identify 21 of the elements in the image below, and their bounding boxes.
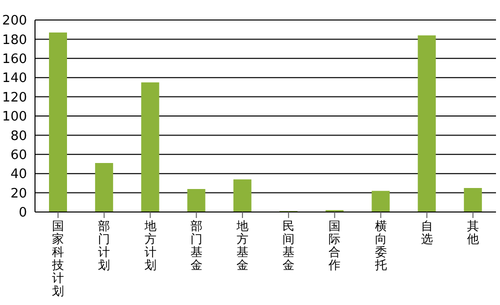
x-tick-label: 民间基金 (282, 219, 295, 272)
x-tick-label: 国际合作 (328, 219, 341, 272)
y-tick-label: 20 (10, 186, 27, 202)
y-tick-label: 100 (2, 110, 27, 125)
x-tick-label: 自选 (420, 219, 433, 246)
x-tick-label: 部门基金 (190, 219, 202, 272)
y-tick-label: 160 (2, 52, 27, 68)
x-tick-label: 地方基金 (235, 219, 248, 272)
x-tick-label: 部门计划 (98, 219, 110, 272)
y-tick-label: 120 (2, 90, 27, 106)
y-tick-label: 40 (10, 167, 27, 182)
x-tick-label: 地方计划 (143, 219, 156, 272)
x-tick-label: 国家科技计划 (51, 219, 64, 298)
x-tick-label: 其他 (466, 219, 479, 246)
y-tick-label: 140 (2, 71, 27, 86)
y-tick-label: 180 (2, 32, 27, 48)
y-tick-label: 200 (2, 14, 27, 29)
y-tick-label: 80 (10, 128, 27, 144)
y-tick-label: 60 (10, 148, 27, 164)
x-tick-label: 横向委托 (374, 219, 387, 272)
y-tick-label: 0 (18, 206, 27, 221)
